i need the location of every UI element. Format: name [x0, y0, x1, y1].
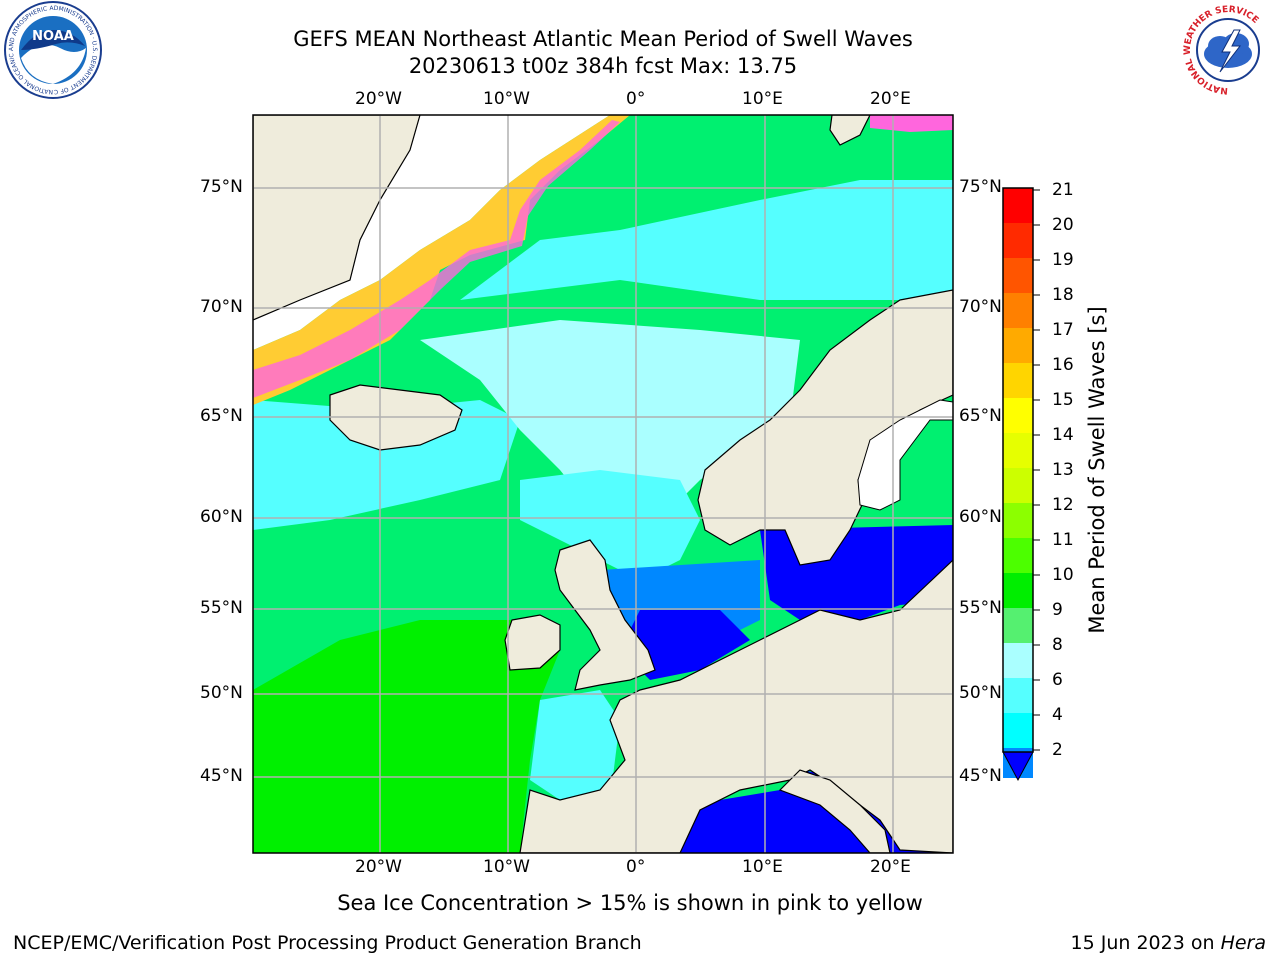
lon-label-bottom-20w: 20°W — [355, 857, 402, 877]
lat-label-right-50n: 50°N — [959, 683, 1002, 703]
lat-label-right-65n: 65°N — [959, 406, 1002, 426]
svalbard-land — [829, 115, 871, 146]
colorbar-tick: 8 — [1052, 635, 1063, 655]
colorbar-tick: 19 — [1052, 250, 1074, 270]
colorbar-tick: 4 — [1052, 705, 1063, 725]
footer-date: 15 Jun 2023 on Hera — [1071, 932, 1267, 954]
colorbar-tick: 18 — [1052, 285, 1074, 305]
lat-label-left-60n: 60°N — [200, 507, 243, 527]
map-panel — [253, 115, 953, 853]
swell-band-8-9 — [420, 320, 800, 540]
lon-label-bottom-0: 0° — [626, 857, 646, 877]
lon-label-bottom-10e: 10°E — [742, 857, 783, 877]
colorbar-tick: 12 — [1052, 495, 1074, 515]
lon-label-top-10e: 10°E — [742, 89, 783, 109]
lat-label-right-60n: 60°N — [959, 507, 1002, 527]
colorbar-tick: 2 — [1052, 740, 1063, 760]
lat-label-right-45n: 45°N — [959, 766, 1002, 786]
lat-label-right-75n: 75°N — [959, 177, 1002, 197]
lon-label-top-20w: 20°W — [355, 89, 402, 109]
bothnia-gulf — [857, 399, 953, 511]
footer-date-text: 15 Jun 2023 on — [1070, 932, 1215, 954]
svg-text:NOAA: NOAA — [32, 29, 74, 44]
lon-label-top-10w: 10°W — [483, 89, 530, 109]
lat-label-left-50n: 50°N — [200, 683, 243, 703]
colorbar-tick: 21 — [1052, 180, 1074, 200]
swell-band-6-8-north — [460, 180, 953, 300]
map-title: GEFS MEAN Northeast Atlantic Mean Period… — [293, 27, 913, 51]
lon-label-top-20e: 20°E — [870, 89, 911, 109]
colorbar-tick: 9 — [1052, 600, 1063, 620]
lat-label-left-70n: 70°N — [200, 297, 243, 317]
lat-label-right-70n: 70°N — [959, 297, 1002, 317]
lon-label-bottom-10w: 10°W — [483, 857, 530, 877]
lat-label-right-55n: 55°N — [959, 598, 1002, 618]
great-britain-land — [554, 539, 656, 691]
footer-credit: NCEP/EMC/Verification Post Processing Pr… — [13, 932, 642, 954]
map-subtitle: 20230613 t00z 384h fcst Max: 13.75 — [408, 54, 798, 78]
lat-label-left-55n: 55°N — [200, 598, 243, 618]
colorbar-tick: 14 — [1052, 425, 1074, 445]
swell-band-10-11 — [253, 620, 560, 853]
colorbar — [1002, 187, 1040, 782]
colorbar-tick: 16 — [1052, 355, 1074, 375]
lat-label-left-65n: 65°N — [200, 406, 243, 426]
swell-band-6-8-mid — [520, 470, 700, 580]
italy-land — [778, 769, 891, 853]
colorbar-tick: 13 — [1052, 460, 1074, 480]
noaa-logo: NATIONAL OCEANIC AND ATMOSPHERIC ADMINIS… — [0, 0, 102, 99]
greenland-land — [253, 115, 421, 321]
map-frame — [252, 114, 954, 854]
swell-band-biscay — [530, 690, 620, 800]
colorbar-tick: 20 — [1052, 215, 1074, 235]
nws-logo: NATIONAL WEATHER SERVICE — [1181, 3, 1275, 97]
sea-ice-note: Sea Ice Concentration > 15% is shown in … — [337, 891, 923, 915]
colorbar-tick: 17 — [1052, 320, 1074, 340]
map-gridlines — [253, 115, 953, 853]
ireland-land — [504, 614, 561, 671]
footer-host: Hera — [1220, 932, 1266, 954]
lat-label-left-75n: 75°N — [200, 177, 243, 197]
colorbar-tick: 15 — [1052, 390, 1074, 410]
lat-label-left-45n: 45°N — [200, 766, 243, 786]
sea-ice-svalbard — [870, 115, 953, 132]
colorbar-tick: 6 — [1052, 670, 1063, 690]
colorbar-label: Mean Period of Swell Waves [s] — [1085, 306, 1109, 634]
swell-band-6-8 — [253, 400, 520, 530]
colorbar-tick: 11 — [1052, 530, 1074, 550]
lon-label-top-0: 0° — [626, 89, 646, 109]
colorbar-tick: 10 — [1052, 565, 1074, 585]
lon-label-bottom-20e: 20°E — [870, 857, 911, 877]
